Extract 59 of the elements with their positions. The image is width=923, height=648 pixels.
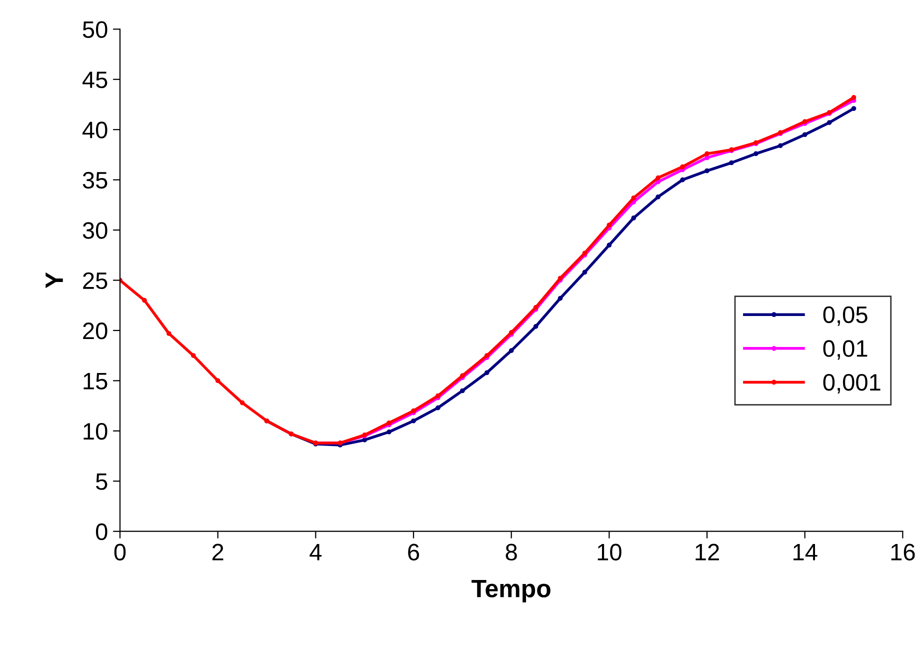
point [190,353,196,358]
point [582,270,588,275]
x-tick-label: 6 [408,544,420,561]
y-tick-label: 35 [82,172,108,189]
point [484,370,490,376]
point [631,216,636,220]
point [680,164,685,170]
x-tick-label: 2 [212,544,224,560]
point [754,151,758,156]
point [533,324,538,329]
point [656,194,661,200]
x-tick-label: 16 [891,544,915,561]
point [656,179,661,184]
y-tick-label: 25 [83,272,108,290]
y-tick-label: 10 [84,422,108,440]
point [851,95,856,100]
point [826,120,832,125]
y-tick-label: 45 [82,72,108,88]
point [411,418,416,424]
y-tick-label: 0 [96,523,108,540]
point [508,348,514,353]
point [802,132,808,138]
point [778,143,783,148]
point [558,296,563,301]
point [436,405,440,410]
y-tick-label: 50 [82,21,108,38]
y-tick-label: 30 [82,222,108,239]
x-tick-label: 10 [598,544,622,561]
x-axis-title: Tempo [472,580,550,602]
point [606,242,612,248]
x-tick-label: 8 [506,544,517,561]
point [704,155,710,160]
legend-label: 0,05 [823,306,868,326]
point [362,438,368,442]
point [215,378,220,384]
point [704,168,710,174]
legend-label: 0,001 [823,374,880,394]
point [704,151,710,156]
point [631,195,636,200]
x-tick-label: 4 [310,544,322,560]
y-tick-label: 40 [82,122,108,138]
point [386,429,392,434]
y-axis-title: Y [46,272,63,288]
legend-label: 0,01 [823,340,868,360]
point [142,298,147,303]
point [606,222,612,228]
point [680,177,685,182]
x-tick-label: 0 [114,544,126,561]
point [656,175,661,180]
y-tick-label: 20 [83,322,108,340]
point [166,331,172,336]
point [851,106,856,111]
point [460,388,465,394]
x-tick-label: 12 [696,544,719,560]
y-tick-label: 15 [84,373,108,390]
x-tick-label: 14 [794,544,818,560]
point [729,160,734,166]
y-tick-label: 5 [96,473,108,490]
point [240,400,245,406]
